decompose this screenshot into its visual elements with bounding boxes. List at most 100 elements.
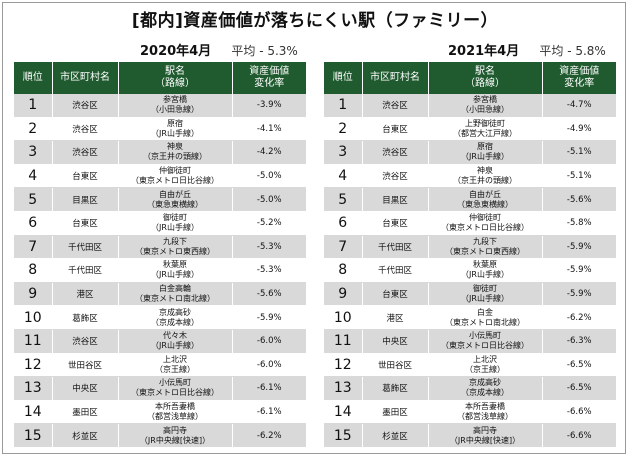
station-name: 秋葉原 xyxy=(473,260,497,270)
station-name: 高円寺 xyxy=(163,425,187,435)
station-cell: 自由が丘 （東急東横線） xyxy=(428,187,543,212)
rank-cell: 9 xyxy=(14,282,53,307)
ward-cell: 渋谷区 xyxy=(52,117,119,142)
table-row: 2 台東区 上野御徒町 （都営大江戸線） -4.9% xyxy=(324,117,616,142)
station-name: 神泉 xyxy=(167,142,183,152)
ward-cell: 杉並区 xyxy=(362,423,429,448)
station-name: 原宿 xyxy=(477,142,493,152)
table-row: 1 渋谷区 参宮橋 （小田急線） -4.7% xyxy=(324,94,616,118)
change-cell: -6.6% xyxy=(542,400,616,425)
table-row: 8 千代田区 秋葉原 （JR山手線） -5.9% xyxy=(324,258,616,283)
rank-cell: 12 xyxy=(324,353,363,378)
table-row: 15 杉並区 高円寺 （JR中央線[快速]） -6.2% xyxy=(14,423,306,448)
document-frame xyxy=(2,2,626,454)
rank-cell: 15 xyxy=(324,423,363,448)
rank-cell: 3 xyxy=(324,140,363,165)
table-row: 3 渋谷区 原宿 （JR山手線） -5.1% xyxy=(324,140,616,165)
station-name: 仲御徒町 xyxy=(469,213,501,223)
station-name: 本所吾妻橋 xyxy=(465,402,505,412)
rank-header: 順位 xyxy=(324,62,363,94)
table-2021-average: 平均 - 5.8% xyxy=(539,44,606,58)
rank-cell: 1 xyxy=(324,94,363,118)
change-cell: -3.9% xyxy=(232,94,306,118)
station-cell: 神泉 （京王井の頭線） xyxy=(118,140,233,165)
station-line: （都営浅草線） xyxy=(457,412,513,422)
ward-cell: 台東区 xyxy=(52,211,119,236)
station-name: 仲御徒町 xyxy=(159,166,191,176)
station-cell: 原宿 （JR山手線） xyxy=(428,140,543,165)
table-row: 11 中央区 小伝馬町 （東京メトロ日比谷線） -6.3% xyxy=(324,329,616,354)
table-2020-caption: 2020年4月 平均 - 5.3% xyxy=(140,40,298,59)
table-row: 1 渋谷区 参宮橋 （小田急線） -3.9% xyxy=(14,94,306,118)
ward-cell: 墨田区 xyxy=(362,400,429,425)
table-2020-year: 2020年4月 xyxy=(140,44,212,59)
ward-cell: 千代田区 xyxy=(52,235,119,260)
ward-cell: 世田谷区 xyxy=(52,353,119,378)
station-line: （JR山手線） xyxy=(461,294,509,304)
change-cell: -5.3% xyxy=(232,235,306,260)
station-line: （京成本線） xyxy=(461,388,509,398)
ward-cell: 渋谷区 xyxy=(52,329,119,354)
station-header: 駅名 （路線） xyxy=(118,62,233,94)
ward-cell: 千代田区 xyxy=(52,258,119,283)
rank-cell: 8 xyxy=(14,258,53,283)
ward-cell: 世田谷区 xyxy=(362,353,429,378)
ward-cell: 台東区 xyxy=(362,117,429,142)
change-cell: -5.9% xyxy=(542,282,616,307)
change-cell: -5.0% xyxy=(232,187,306,212)
station-cell: 上北沢 （京王線） xyxy=(118,353,233,378)
change-cell: -5.9% xyxy=(542,235,616,260)
station-cell: 参宮橋 （小田急線） xyxy=(118,94,233,118)
table-row: 14 墨田区 本所吾妻橋 （都営浅草線） -6.1% xyxy=(14,400,306,425)
change-cell: -5.6% xyxy=(232,282,306,307)
table-row: 13 中央区 小伝馬町 （東京メトロ日比谷線） -6.1% xyxy=(14,376,306,401)
change-cell: -5.0% xyxy=(232,164,306,189)
ward-cell: 杉並区 xyxy=(52,423,119,448)
station-name: 御徒町 xyxy=(473,284,497,294)
table-row: 13 葛飾区 京成高砂 （京成本線） -6.5% xyxy=(324,376,616,401)
ward-cell: 台東区 xyxy=(52,164,119,189)
station-cell: 上北沢 （京王線） xyxy=(428,353,543,378)
change-cell: -6.0% xyxy=(232,329,306,354)
ward-cell: 葛飾区 xyxy=(52,305,119,330)
station-name: 神泉 xyxy=(477,166,493,176)
station-cell: 九段下 （東京メトロ東西線） xyxy=(428,235,543,260)
rank-cell: 8 xyxy=(324,258,363,283)
table-row: 7 千代田区 九段下 （東京メトロ東西線） -5.9% xyxy=(324,235,616,260)
station-name: 本所吾妻橋 xyxy=(155,402,195,412)
station-cell: 仲御徒町 （東京メトロ日比谷線） xyxy=(118,164,233,189)
station-cell: 秋葉原 （JR山手線） xyxy=(428,258,543,283)
rank-cell: 7 xyxy=(14,235,53,260)
change-cell: -6.1% xyxy=(232,376,306,401)
station-line: （小田急線） xyxy=(151,105,199,115)
station-cell: 上野御徒町 （都営大江戸線） xyxy=(428,117,543,142)
change-cell: -5.2% xyxy=(232,211,306,236)
ward-cell: 墨田区 xyxy=(52,400,119,425)
rank-cell: 14 xyxy=(14,400,53,425)
table-row: 5 目黒区 自由が丘 （東急東横線） -5.0% xyxy=(14,187,306,212)
ward-cell: 葛飾区 xyxy=(362,376,429,401)
rank-cell: 13 xyxy=(324,376,363,401)
station-cell: 小伝馬町 （東京メトロ日比谷線） xyxy=(428,329,543,354)
rank-cell: 5 xyxy=(14,187,53,212)
ward-cell: 渋谷区 xyxy=(362,94,429,118)
rank-cell: 11 xyxy=(14,329,53,354)
station-cell: 参宮橋 （小田急線） xyxy=(428,94,543,118)
change-cell: -5.6% xyxy=(542,187,616,212)
ward-header: 市区町村名 xyxy=(52,62,119,94)
station-cell: 神泉 （京王井の頭線） xyxy=(428,164,543,189)
rank-cell: 2 xyxy=(14,117,53,142)
rank-cell: 3 xyxy=(14,140,53,165)
station-line: （京王井の頭線） xyxy=(143,152,207,162)
change-cell: -6.2% xyxy=(232,423,306,448)
table-row: 12 世田谷区 上北沢 （京王線） -6.0% xyxy=(14,353,306,378)
station-name: 京成高砂 xyxy=(469,378,501,388)
change-cell: -5.8% xyxy=(542,211,616,236)
station-line: （東京メトロ南北線） xyxy=(135,294,215,304)
ward-cell: 台東区 xyxy=(362,211,429,236)
station-cell: 本所吾妻橋 （都営浅草線） xyxy=(118,400,233,425)
rank-cell: 4 xyxy=(324,164,363,189)
station-line: （JR山手線） xyxy=(151,128,199,138)
table-row: 10 葛飾区 京成高砂 （京成本線） -5.9% xyxy=(14,305,306,330)
station-cell: 小伝馬町 （東京メトロ日比谷線） xyxy=(118,376,233,401)
